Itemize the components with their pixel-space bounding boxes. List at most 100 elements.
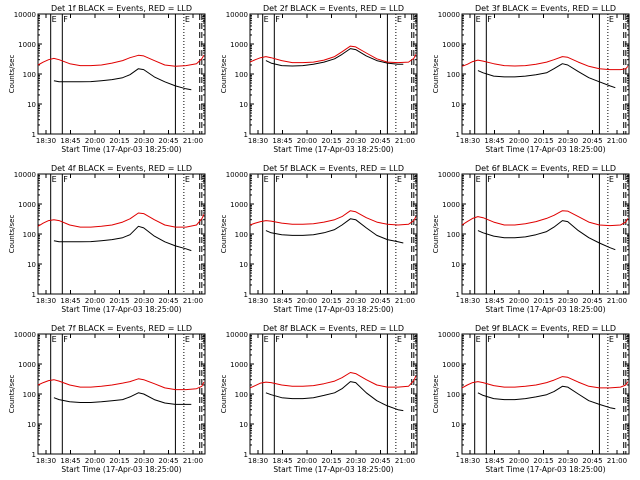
y-axis-label: Counts/sec [220,215,228,254]
time-marker-label: S [201,15,206,24]
x-tick-label: 21:00 [607,297,627,305]
y-tick-label: 1000 [442,201,460,209]
plot-frame [37,333,206,455]
lld-series-line [461,56,629,71]
x-tick-label: 20:30 [346,457,366,465]
y-tick-label: 10000 [438,331,460,339]
x-tick-label: 20:15 [533,457,553,465]
x-tick-label: 21:00 [607,457,627,465]
y-axis-label: Counts/sec [220,375,228,414]
x-axis-label: Start Time (17-Apr-03 18:25:00) [61,465,181,474]
y-tick-label: 10 [27,421,36,429]
lld-series-line [461,210,629,227]
detector-panel-6: Det 6f BLACK = Events, RED = LLD 1 10 100 10… [432,164,630,314]
x-tick-label: 18:45 [272,457,292,465]
x-axis-label: Start Time (17-Apr-03 18:25:00) [485,305,605,314]
lld-series-line [37,378,205,391]
x-tick-label: 18:45 [484,457,504,465]
time-marker-label: S [625,175,630,184]
x-tick-label: 20:15 [109,137,129,145]
chart-title: Det 3f BLACK = Events, RED = LLD [475,4,616,13]
time-marker-label: E [264,335,269,344]
x-axis-label: Start Time (17-Apr-03 18:25:00) [61,305,181,314]
x-tick-label: 21:00 [607,137,627,145]
time-marker-label: F [275,175,280,184]
x-axis-label: Start Time (17-Apr-03 18:25:00) [273,305,393,314]
y-axis-label: Counts/sec [432,55,440,94]
chart-title: Det 5f BLACK = Events, RED = LLD [263,164,404,173]
plot-frame [249,333,418,455]
time-marker-label: E [185,175,190,184]
x-tick-label: 21:00 [395,457,415,465]
x-tick-label: 20:30 [558,297,578,305]
time-marker-label: F [275,15,280,24]
detector-panel-4: Det 4f BLACK = Events, RED = LLD 1 10 100 10… [8,164,206,314]
y-axis-label: Counts/sec [8,375,16,414]
x-tick-label: 20:15 [321,297,341,305]
chart-title: Det 2f BLACK = Events, RED = LLD [263,4,404,13]
plot-frame [249,13,418,135]
x-tick-label: 18:45 [484,297,504,305]
x-tick-label: 20:30 [134,457,154,465]
time-marker-label: F [63,15,68,24]
x-axis-label: Start Time (17-Apr-03 18:25:00) [61,145,181,154]
time-marker-label: E [52,15,57,24]
x-tick-label: 20:00 [297,137,317,145]
y-tick-label: 1 [456,131,460,139]
y-tick-label: 10000 [14,171,36,179]
x-tick-label: 18:30 [36,137,56,145]
y-tick-label: 1 [244,451,248,459]
y-tick-label: 1000 [230,361,248,369]
lld-series-line [249,210,417,226]
time-marker-label: E [609,335,614,344]
y-tick-label: 1000 [18,201,36,209]
x-tick-label: 20:15 [533,137,553,145]
time-marker-label: E [609,175,614,184]
y-tick-label: 100 [447,71,460,79]
chart-title: Det 9f BLACK = Events, RED = LLD [475,324,616,333]
y-tick-label: 10000 [226,171,248,179]
events-series-line [265,218,404,244]
x-tick-label: 20:15 [109,457,129,465]
x-tick-label: 20:00 [509,457,529,465]
chart-title: Det 7f BLACK = Events, RED = LLD [51,324,192,333]
y-tick-label: 10000 [14,11,36,19]
time-marker-label: S [413,335,418,344]
events-series-line [477,220,616,251]
x-tick-label: 20:30 [346,297,366,305]
events-series-line [53,225,192,252]
plot-frame [461,333,630,455]
x-tick-label: 20:45 [158,457,178,465]
y-tick-label: 100 [23,71,36,79]
time-marker-label: F [63,335,68,344]
y-tick-label: 1000 [230,41,248,49]
y-tick-label: 10 [451,101,460,109]
y-axis-label: Counts/sec [432,215,440,254]
detector-panel-8: Det 8f BLACK = Events, RED = LLD 1 10 100 10… [220,324,418,474]
lld-series-line [37,212,205,228]
y-axis-label: Counts/sec [8,215,16,254]
y-tick-label: 1 [32,291,36,299]
time-marker-label: E [264,175,269,184]
x-tick-label: 21:00 [395,297,415,305]
y-tick-label: 1 [456,451,460,459]
y-tick-label: 100 [235,71,248,79]
x-tick-label: 20:00 [297,297,317,305]
time-marker-label: E [397,15,402,24]
events-series-line [477,63,616,89]
chart-title: Det 1f BLACK = Events, RED = LLD [51,4,192,13]
time-marker-label: S [413,175,418,184]
x-tick-label: 20:45 [158,137,178,145]
time-marker-label: E [185,335,190,344]
x-tick-label: 20:15 [533,297,553,305]
x-tick-label: 18:30 [36,457,56,465]
y-tick-label: 10 [239,421,248,429]
x-tick-label: 18:30 [460,137,480,145]
events-series-line [265,381,404,412]
y-tick-label: 100 [23,231,36,239]
lld-series-line [249,372,417,389]
x-tick-label: 18:30 [248,297,268,305]
y-tick-label: 1000 [442,361,460,369]
time-marker-label: F [487,15,492,24]
time-marker-label: E [264,15,269,24]
